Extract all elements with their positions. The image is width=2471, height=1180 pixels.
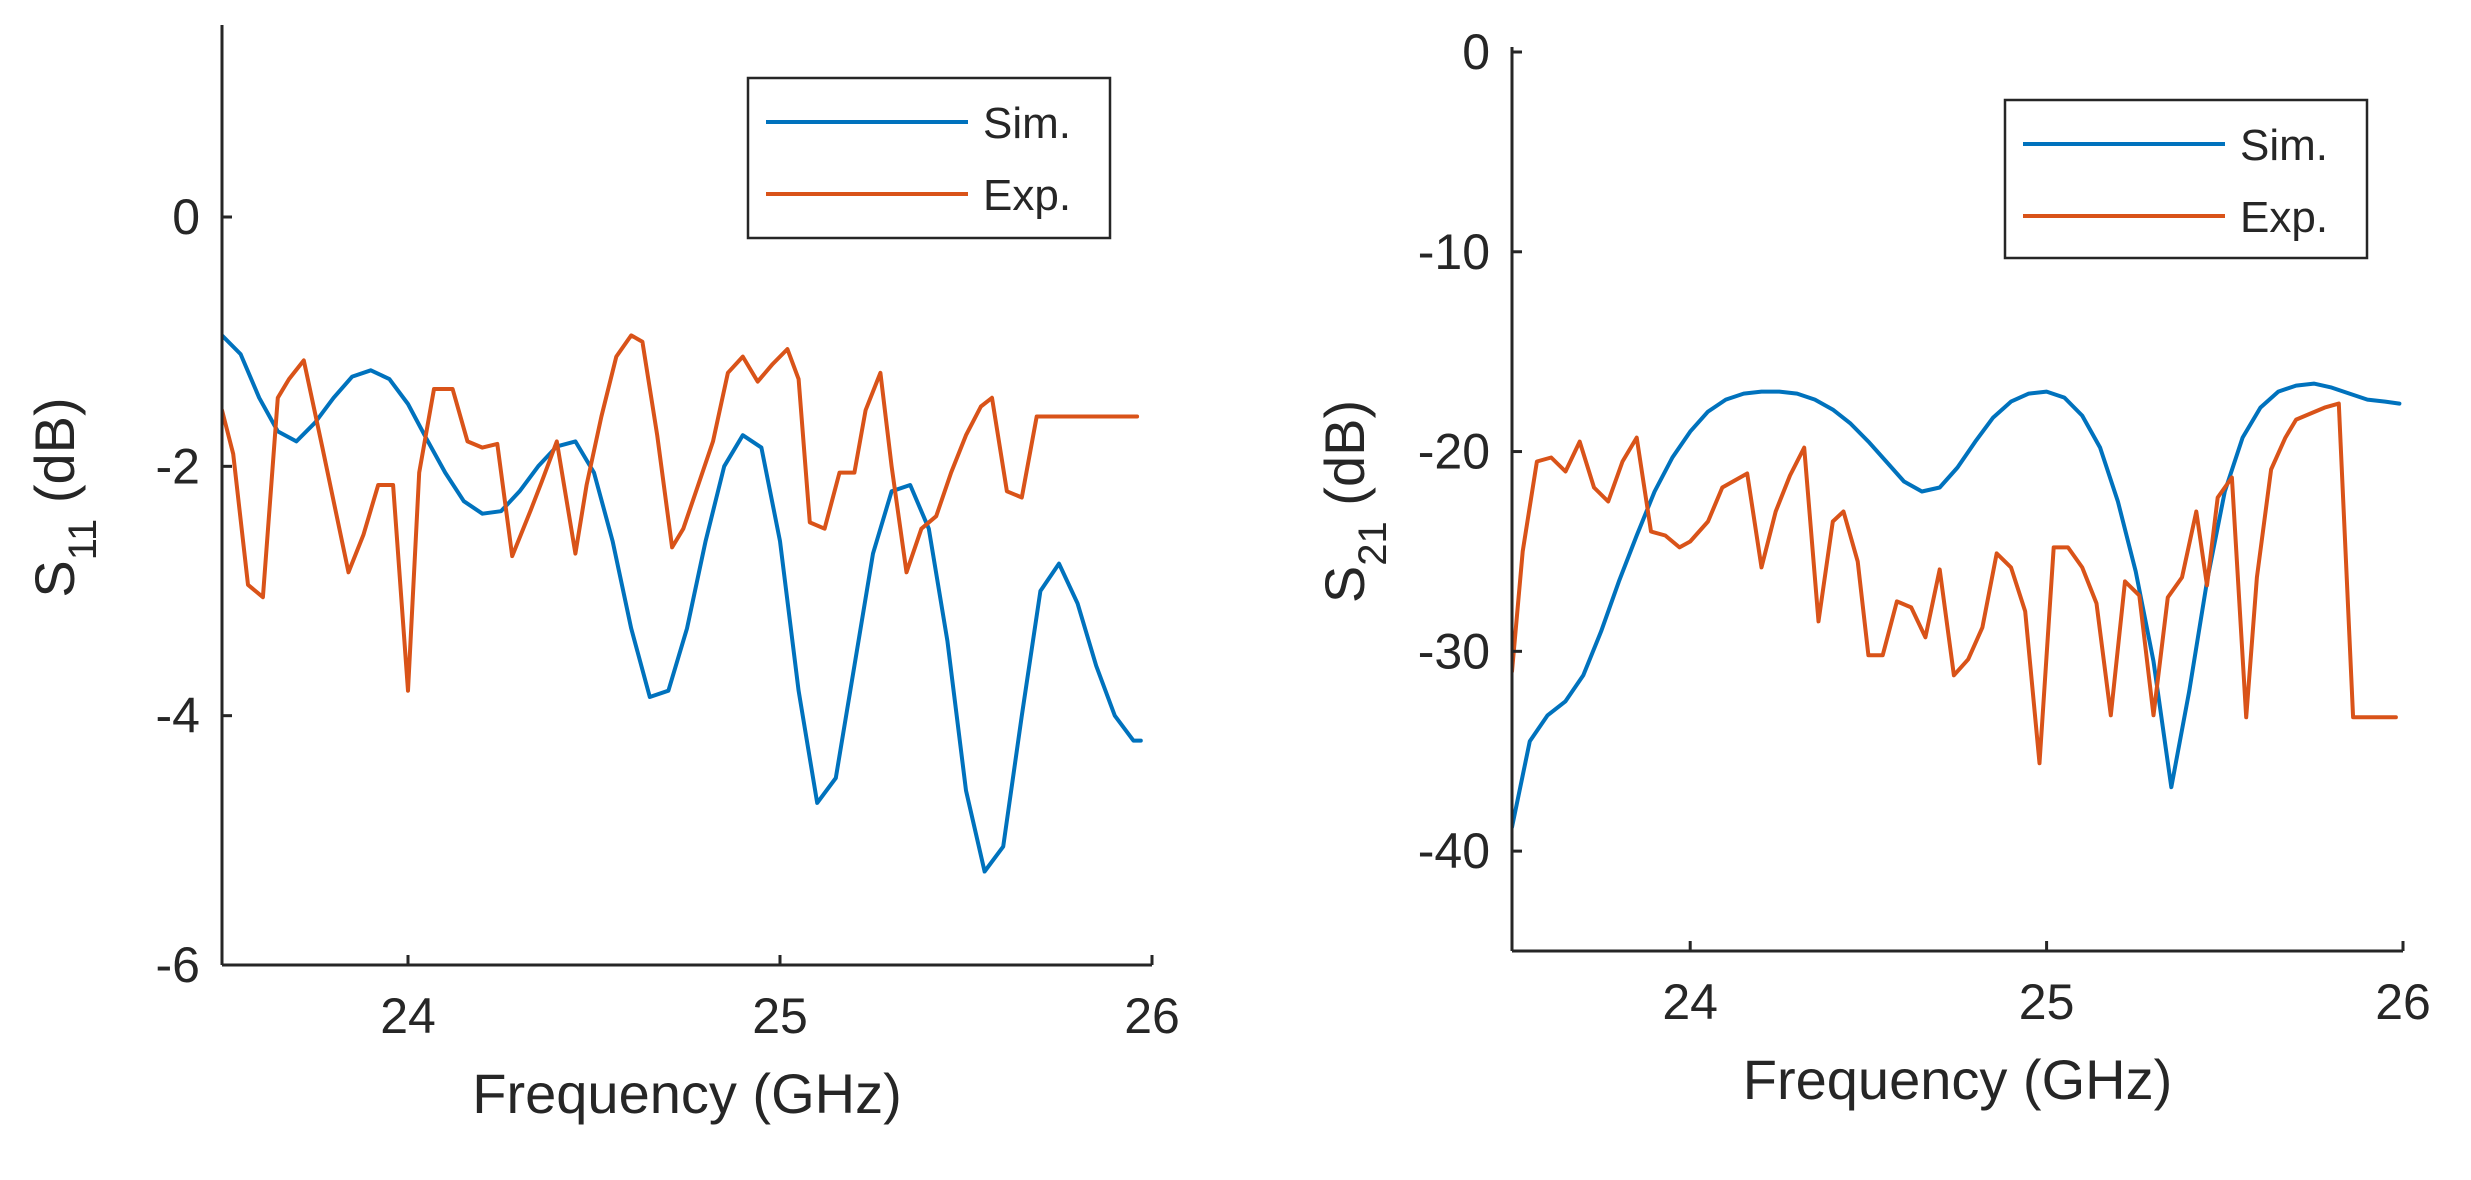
s11-chart: 24 25 26 -6 -4 -2 0 Frequency (GHz) S11 (dB) S… (23, 25, 1180, 1125)
s21-chart: 24 25 26 -40 -30 -20 -10 0 Frequency (GHz) S21 … (1313, 24, 2431, 1111)
s11-series-sim-line (222, 333, 1143, 874)
s11-y-axis-title: S11 (dB) (23, 397, 105, 597)
s11-ylabel-unit: (dB) (23, 397, 86, 518)
s11-series-layer (222, 333, 1143, 874)
s21-x-tick-label: 26 (2375, 974, 2431, 1030)
s21-x-tick-label: 24 (1662, 974, 1718, 1030)
s11-x-tick-label: 24 (380, 988, 436, 1044)
s11-x-tick-label: 26 (1124, 988, 1180, 1044)
s21-legend-label: Sim. (2240, 121, 2328, 170)
s11-series-exp-line (222, 333, 1140, 693)
s11-ticks: 24 25 26 -6 -4 -2 0 (156, 189, 1180, 1044)
s11-y-tick-label: 0 (172, 189, 200, 245)
s21-ticks: 24 25 26 -40 -30 -20 -10 0 (1418, 24, 2431, 1030)
s21-series-layer (1512, 381, 2402, 830)
s21-legend-label: Exp. (2240, 193, 2328, 242)
s21-legend: Sim. Exp. (2003, 98, 2369, 260)
s21-ylabel-unit: (dB) (1313, 400, 1376, 521)
s11-axes (220, 25, 1152, 967)
s21-axes (1510, 47, 2403, 953)
s21-y-tick-label: 0 (1462, 24, 1490, 80)
s11-x-tick-label: 25 (752, 988, 808, 1044)
s11-legend-label: Sim. (983, 99, 1071, 148)
s21-x-axis-title: Frequency (GHz) (1743, 1048, 2172, 1111)
s11-legend: Sim. Exp. (746, 76, 1112, 240)
s21-y-axis-title: S21 (dB) (1313, 400, 1395, 603)
s11-y-tick-label: -6 (156, 937, 200, 993)
s11-y-tick-label: -4 (156, 688, 200, 744)
s21-y-tick-label: -20 (1418, 424, 1490, 480)
s21-series-sim-line (1512, 381, 2402, 830)
s11-x-axis-title: Frequency (GHz) (472, 1062, 901, 1125)
s21-y-tick-label: -30 (1418, 623, 1490, 679)
s21-ylabel-symbol: S (1313, 566, 1376, 603)
s11-ylabel-symbol: S (23, 560, 86, 597)
s11-ylabel-subscript: 11 (61, 519, 105, 561)
s21-legend-box (2003, 98, 2369, 260)
s21-y-tick-label: -10 (1418, 224, 1490, 280)
s11-legend-box (746, 76, 1112, 240)
s11-legend-label: Exp. (983, 171, 1071, 220)
s21-ylabel-subscript: 21 (1351, 521, 1395, 566)
s21-series-exp-line (1512, 401, 2398, 766)
s21-x-tick-label: 25 (2019, 974, 2075, 1030)
s21-y-tick-label: -40 (1418, 823, 1490, 879)
s11-y-tick-label: -2 (156, 438, 200, 494)
